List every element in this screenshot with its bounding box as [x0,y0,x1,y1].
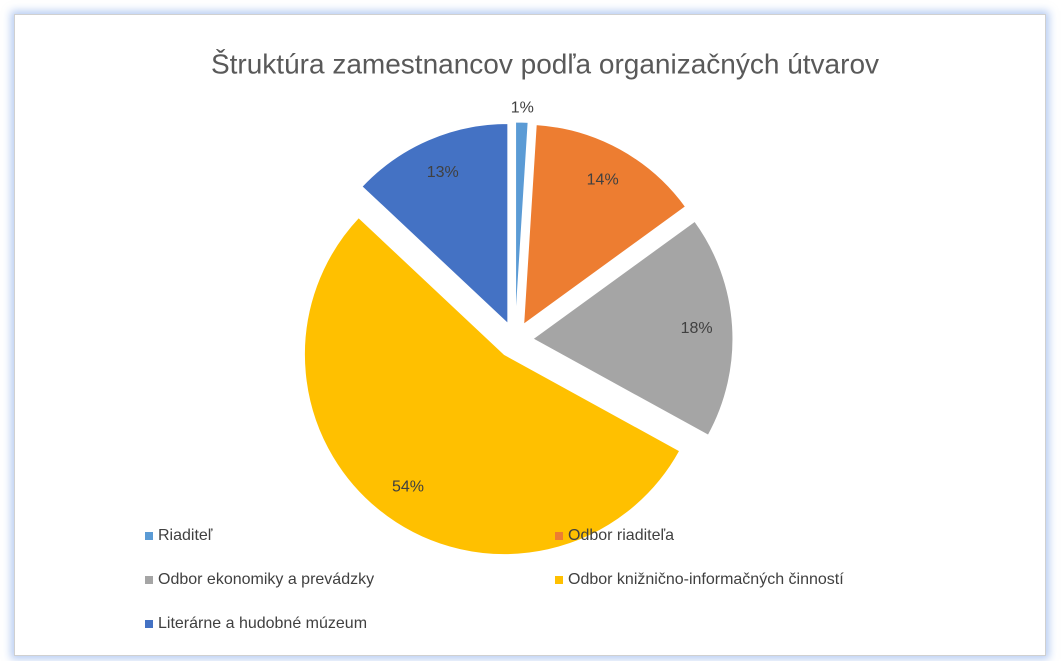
pie-slice [532,220,734,436]
data-label: 13% [427,164,459,181]
data-label: 14% [587,172,619,189]
legend-swatch [145,532,153,540]
pie-slice [523,124,687,326]
legend-swatch [555,532,563,540]
pie-slice [303,216,681,556]
legend-label: Riaditeľ [158,527,213,544]
legend-label: Odbor riaditeľa [568,527,674,544]
legend-label: Odbor knižnično-informačných činností [568,571,844,588]
data-label: 54% [392,478,424,495]
chart-title: Štruktúra zamestnancov podľa organizačný… [211,48,879,79]
pie-slice [361,122,509,325]
legend-swatch [555,576,563,584]
data-label: 1% [511,99,534,116]
legend-swatch [145,576,153,584]
data-label: 18% [681,320,713,337]
legend-label: Literárne a hudobné múzeum [158,615,367,632]
legend-label: Odbor ekonomiky a prevádzky [158,571,374,588]
pie-slice [515,121,529,323]
legend-swatch [145,620,153,628]
